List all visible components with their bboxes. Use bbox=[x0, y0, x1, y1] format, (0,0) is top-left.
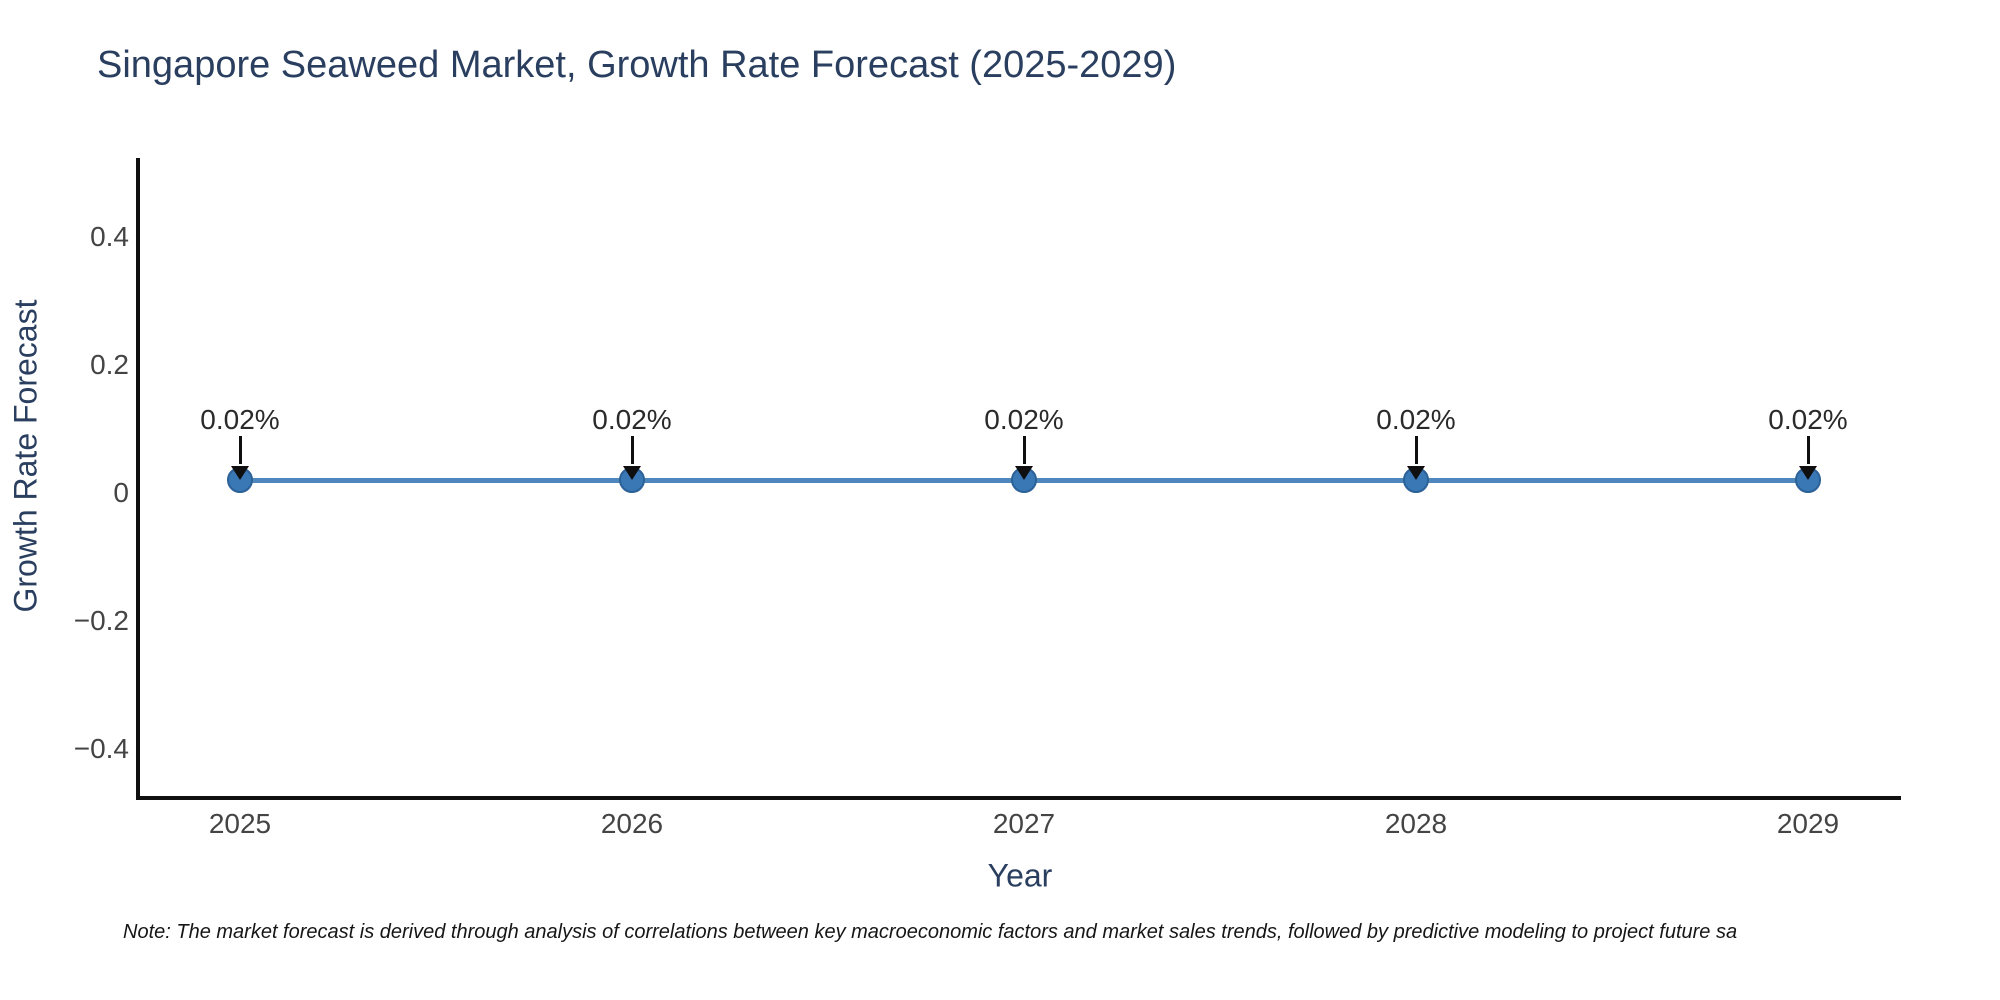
y-tick-label: −0.4 bbox=[73, 733, 129, 764]
x-tick-label: 2027 bbox=[992, 808, 1056, 839]
x-tick-label: 2025 bbox=[208, 808, 272, 839]
x-axis-title: Year bbox=[987, 857, 1053, 894]
data-point-label: 0.02% bbox=[984, 404, 1064, 435]
series-line-segment bbox=[1024, 477, 1416, 483]
y-tick-label: 0.4 bbox=[90, 221, 129, 252]
data-point-label: 0.02% bbox=[1376, 404, 1456, 435]
y-tick-label: 0.2 bbox=[90, 349, 129, 380]
y-tick-label: −0.2 bbox=[73, 605, 129, 636]
annotation-arrow-stem bbox=[1022, 436, 1026, 464]
y-axis-line bbox=[136, 158, 140, 800]
x-axis-line bbox=[136, 796, 1901, 800]
annotation-arrow-stem bbox=[1414, 436, 1418, 464]
data-point-label: 0.02% bbox=[200, 404, 280, 435]
x-tick-label: 2029 bbox=[1776, 808, 1840, 839]
y-axis-title: Growth Rate Forecast bbox=[7, 299, 44, 613]
y-tick-label: 0 bbox=[113, 477, 129, 508]
annotation-arrow-stem bbox=[1806, 436, 1810, 464]
series-line-segment bbox=[1416, 477, 1808, 483]
chart-title: Singapore Seaweed Market, Growth Rate Fo… bbox=[97, 44, 1177, 86]
x-tick-label: 2028 bbox=[1384, 808, 1448, 839]
annotation-arrow-head-icon bbox=[1015, 466, 1033, 481]
annotation-arrow-head-icon bbox=[623, 466, 641, 481]
annotation-arrow-head-icon bbox=[231, 466, 249, 481]
annotation-arrow-stem bbox=[630, 436, 634, 464]
data-point-label: 0.02% bbox=[592, 404, 672, 435]
series-line-segment bbox=[632, 477, 1024, 483]
chart-footnote: Note: The market forecast is derived thr… bbox=[123, 921, 1738, 943]
annotation-arrow-head-icon bbox=[1407, 466, 1425, 481]
annotation-arrow-head-icon bbox=[1799, 466, 1817, 481]
annotation-arrow-stem bbox=[238, 436, 242, 464]
x-tick-label: 2026 bbox=[600, 808, 664, 839]
data-point-label: 0.02% bbox=[1768, 404, 1848, 435]
series-line-segment bbox=[240, 477, 632, 483]
